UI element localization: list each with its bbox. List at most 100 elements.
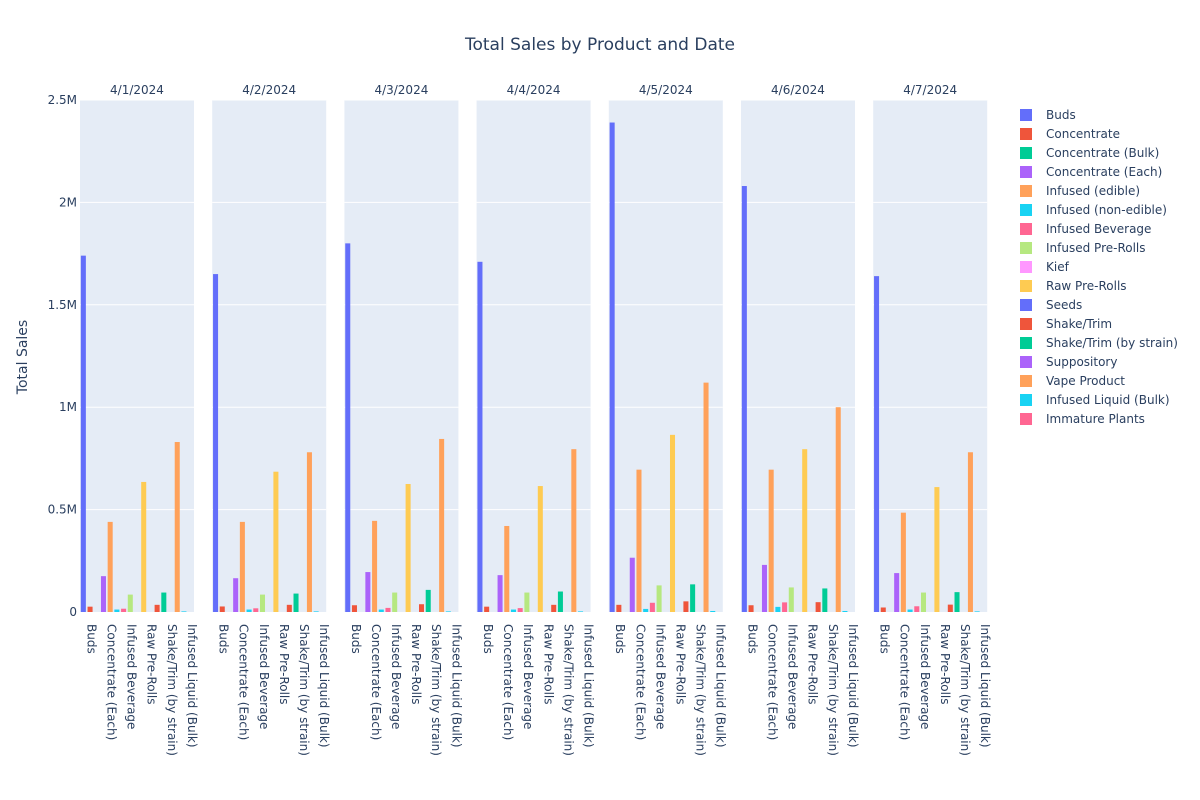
legend-item[interactable]: Buds [1020, 108, 1076, 122]
bar[interactable] [392, 592, 398, 612]
bar[interactable] [880, 607, 886, 612]
legend-item[interactable]: Infused (edible) [1020, 184, 1140, 198]
bar[interactable] [484, 606, 490, 612]
bar[interactable] [127, 594, 133, 612]
bar[interactable] [246, 609, 252, 612]
bar[interactable] [425, 589, 431, 612]
bar[interactable] [920, 592, 927, 612]
bar[interactable] [775, 606, 781, 612]
bar[interactable] [741, 186, 747, 613]
bar[interactable] [656, 585, 662, 612]
bar[interactable] [121, 608, 127, 612]
legend-item[interactable]: Seeds [1020, 298, 1082, 312]
legend[interactable]: Buds Concentrate Concentrate (Bulk) Concent… [1020, 108, 1178, 426]
legend-item[interactable]: Shake/Trim [1020, 317, 1112, 331]
bar[interactable] [835, 407, 841, 612]
bar[interactable] [822, 588, 828, 612]
legend-item[interactable]: Shake/Trim (by strain) [1020, 336, 1178, 350]
bar[interactable] [405, 484, 411, 612]
bar[interactable] [107, 521, 113, 612]
bar[interactable] [703, 382, 709, 612]
bar[interactable] [87, 606, 93, 612]
bar[interactable] [537, 486, 543, 612]
bar[interactable] [914, 606, 920, 612]
legend-item[interactable]: Infused Liquid (Bulk) [1020, 393, 1170, 407]
legend-item[interactable]: Vape Product [1020, 374, 1125, 388]
bar[interactable] [802, 449, 808, 612]
bar[interactable] [967, 452, 973, 612]
legend-item[interactable]: Infused Pre-Rolls [1020, 241, 1146, 255]
bar[interactable] [616, 604, 622, 612]
bar[interactable] [894, 573, 900, 612]
legend-item[interactable]: Concentrate (Each) [1020, 165, 1162, 179]
bar[interactable] [761, 564, 767, 612]
bar[interactable] [351, 605, 357, 612]
bar[interactable] [842, 610, 848, 612]
bar[interactable] [100, 576, 106, 612]
bar[interactable] [174, 442, 180, 612]
bar[interactable] [497, 575, 503, 612]
bar[interactable] [80, 255, 86, 612]
bar[interactable] [141, 481, 147, 612]
bar[interactable] [181, 611, 187, 612]
bar[interactable] [504, 525, 510, 612]
bar[interactable] [710, 610, 716, 612]
bar[interactable] [782, 602, 788, 612]
bar[interactable] [900, 512, 906, 612]
bar[interactable] [365, 572, 371, 612]
bar[interactable] [161, 592, 167, 612]
bar[interactable] [934, 487, 940, 612]
bar[interactable] [259, 594, 266, 612]
legend-item[interactable]: Concentrate (Bulk) [1020, 146, 1159, 160]
legend-item[interactable]: Kief [1020, 260, 1070, 274]
bar[interactable] [233, 578, 239, 612]
bar[interactable] [768, 469, 774, 612]
bar[interactable] [286, 604, 292, 612]
legend-item[interactable]: Immature Plants [1020, 412, 1145, 426]
bar[interactable] [385, 607, 391, 612]
bar[interactable] [293, 593, 299, 612]
bar[interactable] [974, 611, 980, 612]
bar[interactable] [947, 604, 953, 612]
bar[interactable] [114, 609, 120, 612]
bar[interactable] [954, 592, 960, 612]
legend-item[interactable]: Concentrate [1020, 127, 1120, 141]
bar[interactable] [419, 604, 425, 612]
bar[interactable] [345, 243, 351, 613]
bar[interactable] [874, 276, 880, 612]
bar[interactable] [239, 521, 245, 612]
bar[interactable] [154, 604, 160, 612]
legend-item[interactable]: Raw Pre-Rolls [1020, 279, 1127, 293]
bar[interactable] [788, 587, 794, 612]
bar[interactable] [306, 452, 312, 612]
bar[interactable] [524, 592, 530, 612]
bar[interactable] [748, 605, 754, 612]
bar[interactable] [815, 602, 821, 612]
bar[interactable] [445, 611, 451, 612]
legend-item[interactable]: Suppository [1020, 355, 1117, 369]
bar[interactable] [690, 584, 696, 612]
bar[interactable] [213, 274, 219, 612]
bar[interactable] [219, 606, 225, 612]
bar[interactable] [557, 591, 563, 612]
bar[interactable] [683, 601, 689, 612]
bar[interactable] [551, 604, 557, 612]
bar[interactable] [643, 608, 649, 612]
bar[interactable] [517, 608, 523, 612]
legend-item[interactable]: Infused Beverage [1020, 222, 1151, 236]
bar[interactable] [253, 608, 259, 612]
bar[interactable] [669, 434, 676, 612]
bar[interactable] [636, 469, 642, 612]
bar[interactable] [439, 438, 445, 612]
bar[interactable] [372, 520, 378, 612]
bar[interactable] [510, 609, 516, 612]
bar[interactable] [629, 557, 635, 612]
legend-item[interactable]: Infused (non-edible) [1020, 203, 1167, 217]
bar[interactable] [571, 449, 577, 612]
bar[interactable] [578, 611, 584, 612]
bar[interactable] [609, 122, 615, 612]
bar[interactable] [378, 609, 384, 612]
bar[interactable] [907, 609, 913, 612]
bar[interactable] [273, 471, 279, 612]
bar[interactable] [313, 611, 319, 612]
